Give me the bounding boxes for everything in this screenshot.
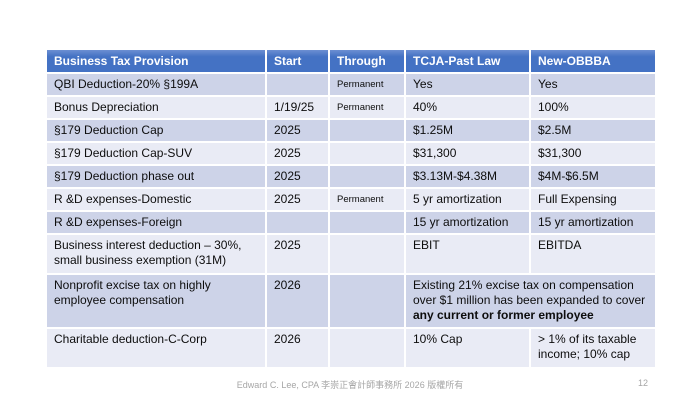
cell-start: 2026 [265, 273, 330, 329]
cell-through [328, 233, 406, 275]
cell-through: Permanent [328, 72, 406, 97]
cell-merged-law-description: Existing 21% excise tax on compensation … [404, 273, 657, 329]
cell-tcja: $31,300 [404, 141, 531, 166]
cell-provision: §179 Deduction Cap [45, 118, 267, 143]
col-header-provision: Business Tax Provision [45, 48, 267, 74]
cell-obbba: Full Expensing [529, 187, 657, 212]
cell-provision: Business interest deduction – 30%, small… [45, 233, 267, 275]
cell-start: 1/19/25 [265, 95, 330, 120]
business-tax-provision-table: Business Tax Provision Start Through TCJ… [45, 48, 657, 369]
cell-tcja: 5 yr amortization [404, 187, 531, 212]
table-header-row: Business Tax Provision Start Through TCJ… [45, 48, 657, 74]
merged-text: Existing 21% excise tax on compensation … [413, 278, 646, 307]
cell-tcja: 10% Cap [404, 327, 531, 369]
cell-through [328, 210, 406, 235]
table-row: Nonprofit excise tax on highly employee … [45, 273, 657, 329]
cell-through: Permanent [328, 187, 406, 212]
table-row: R &D expenses-Domestic 2025 Permanent 5 … [45, 187, 657, 212]
cell-start: 2025 [265, 118, 330, 143]
table-row: §179 Deduction Cap 2025 $1.25M $2.5M [45, 118, 657, 143]
cell-start [265, 210, 330, 235]
table-row: Charitable deduction-C-Corp 2026 10% Cap… [45, 327, 657, 369]
table-row: R &D expenses-Foreign 15 yr amortization… [45, 210, 657, 235]
table-row: §179 Deduction Cap-SUV 2025 $31,300 $31,… [45, 141, 657, 166]
col-header-tcja: TCJA-Past Law [404, 48, 531, 74]
cell-start: 2025 [265, 141, 330, 166]
cell-start [265, 72, 330, 97]
table-row: QBI Deduction-20% §199A Permanent Yes Ye… [45, 72, 657, 97]
slide-footer: Edward C. Lee, CPA 李崇正會計師事務所 2026 版權所有 [236, 380, 464, 390]
cell-provision: Charitable deduction-C-Corp [45, 327, 267, 369]
cell-start: 2025 [265, 187, 330, 212]
table-row: Business interest deduction – 30%, small… [45, 233, 657, 275]
col-header-obbba: New-OBBBA [529, 48, 657, 74]
table-row: §179 Deduction phase out 2025 $3.13M-$4.… [45, 164, 657, 189]
cell-through [328, 327, 406, 369]
cell-provision: R &D expenses-Foreign [45, 210, 267, 235]
cell-provision: R &D expenses-Domestic [45, 187, 267, 212]
cell-start: 2025 [265, 233, 330, 275]
cell-start: 2025 [265, 164, 330, 189]
cell-tcja: $3.13M-$4.38M [404, 164, 531, 189]
col-header-start: Start [265, 48, 330, 74]
cell-tcja: EBIT [404, 233, 531, 275]
cell-provision: Nonprofit excise tax on highly employee … [45, 273, 267, 329]
cell-obbba: > 1% of its taxable income; 10% cap [529, 327, 657, 369]
slide-page-number: 12 [637, 378, 648, 388]
cell-obbba: 100% [529, 95, 657, 120]
cell-tcja: 40% [404, 95, 531, 120]
cell-obbba: Yes [529, 72, 657, 97]
cell-tcja: 15 yr amortization [404, 210, 531, 235]
cell-through: Permanent [328, 95, 406, 120]
col-header-through: Through [328, 48, 406, 74]
cell-provision: §179 Deduction Cap-SUV [45, 141, 267, 166]
cell-obbba: $4M-$6.5M [529, 164, 657, 189]
cell-tcja: Yes [404, 72, 531, 97]
cell-through [328, 141, 406, 166]
cell-obbba: EBITDA [529, 233, 657, 275]
cell-start: 2026 [265, 327, 330, 369]
cell-provision: §179 Deduction phase out [45, 164, 267, 189]
table-row: Bonus Depreciation 1/19/25 Permanent 40%… [45, 95, 657, 120]
merged-text-bold: any current or former employee [413, 308, 594, 322]
cell-provision: Bonus Depreciation [45, 95, 267, 120]
cell-through [328, 273, 406, 329]
cell-through [328, 164, 406, 189]
cell-tcja: $1.25M [404, 118, 531, 143]
cell-obbba: $31,300 [529, 141, 657, 166]
cell-obbba: $2.5M [529, 118, 657, 143]
cell-through [328, 118, 406, 143]
cell-obbba: 15 yr amortization [529, 210, 657, 235]
cell-provision: QBI Deduction-20% §199A [45, 72, 267, 97]
